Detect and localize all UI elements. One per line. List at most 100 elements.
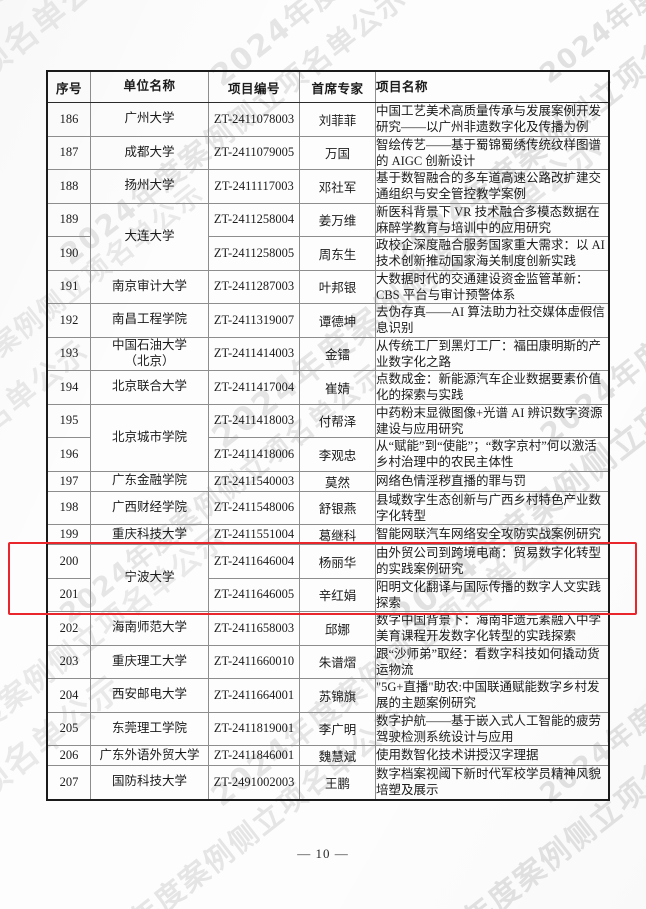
cell-unit-name: 国防科技大学 (90, 765, 209, 800)
table-row: 207 国防科技大学 ZT-2491002003 王鹏 数字档案视阈下新时代军校学员精神… (46, 765, 610, 800)
cell-project-title: 从传统工厂到黑灯工厂：福田康明斯的产业数字化之路 (375, 336, 610, 371)
cell-unit-name: 广州大学 (90, 102, 209, 137)
cell-sequence: 197 (46, 470, 91, 492)
cell-project-code: ZT-2411548006 (208, 490, 300, 525)
cell-project-title: 基于数智融合的多车道高速公路改扩建交通组织与安全管控教学案例 (375, 169, 610, 204)
cell-sequence: 199 (46, 524, 91, 545)
page-number: — 10 — (297, 846, 349, 861)
cell-project-code: ZT-2411551004 (208, 524, 300, 545)
cell-unit-name: 东莞理工学院 (90, 711, 209, 746)
cell-sequence: 194 (46, 370, 91, 405)
cell-unit-name: 北京联合大学 (90, 370, 209, 405)
table-row: 193 中国石油大学 （北京） ZT-2411414003 金镭 从传统工厂到黑灯工厂：福… (46, 336, 610, 371)
cell-unit-name: 重庆科技大学 (90, 524, 209, 545)
table-row: 195 北京城市学院 ZT-2411418003 付帮泽 中药粉末显微图像+光谱 AI … (46, 403, 610, 472)
cell-sequence: 198 (46, 490, 91, 525)
cell-project-title: 使用数智化技术讲授汉字理据 (375, 745, 610, 766)
cell-project-title: 智绘传艺——基于蜀锦蜀绣传统纹样图谱的 AIGC 创新设计 (375, 135, 610, 170)
cell-project-code: ZT-2411664001 (208, 678, 300, 713)
cell-unit-name: 海南师范大学 (90, 611, 209, 646)
cell-sequence: 189 (46, 202, 91, 237)
cell-sequence: 187 (46, 135, 91, 170)
cell-sequence: 191 (46, 269, 91, 304)
table-row: 189 大连大学 ZT-2411258004 姜万维 新医科背景下 VR 技术融合多模态… (46, 202, 610, 271)
cell-sequence: 188 (46, 169, 91, 204)
cell-project-title: 跟“沙师弟”取经：看数字科技如何撬动货运物流 (375, 644, 610, 679)
cell-chief-expert: 谭德坤 (299, 303, 376, 338)
cell-sequence: 196 (46, 437, 91, 472)
cell-project-code: ZT-2411258005 (208, 236, 300, 271)
table-row: 199 重庆科技大学 ZT-2411551004 葛继科 智能网联汽车网络安全攻防实战案… (46, 524, 610, 545)
cell-project-title: 去伪存真——AI 算法助力社交媒体虚假信息识别 (375, 303, 610, 338)
cell-project-code: ZT-2411418003 (208, 403, 300, 438)
table-row: 186 广州大学 ZT-2411078003 刘菲菲 中国工艺美术高质量传承与发展案例开… (46, 102, 610, 137)
column-header-title: 项目名称 (375, 70, 610, 103)
table-row: 190 ZT-2411258005 周东生 政校企深度融合服务国家重大需求：以 AI … (46, 236, 610, 271)
cell-unit-name: 大连大学 (90, 202, 209, 271)
cell-project-title: 新医科背景下 VR 技术融合多模态数据在麻醉学教育与培训中的应用研究 (375, 202, 610, 237)
cell-chief-expert: 崔婧 (299, 370, 376, 405)
cell-chief-expert: 王鹏 (299, 765, 376, 800)
cell-project-code: ZT-2411418006 (208, 437, 300, 472)
cell-chief-expert: 姜万维 (299, 202, 376, 237)
cell-project-title: 县域数字生态创新与广西乡村特色产业数字化转型 (375, 490, 610, 525)
cell-sequence: 186 (46, 102, 91, 137)
cell-project-code: ZT-2411658003 (208, 611, 300, 646)
table-header-row: 序号 单位名称 项目编号 首席专家 项目名称 (46, 70, 610, 103)
project-listing-table: 序号 单位名称 项目编号 首席专家 项目名称 186 广州大学 ZT-2411078… (46, 70, 610, 801)
cell-unit-name: 扬州大学 (90, 169, 209, 204)
table-row: 206 广东外语外贸大学 ZT-2411846001 魏慧斌 使用数智化技术讲授汉字理据 (46, 745, 610, 766)
cell-unit-name: 西安邮电大学 (90, 678, 209, 713)
cell-chief-expert: 舒银燕 (299, 490, 376, 525)
cell-unit-name: 宁波大学 (90, 544, 209, 612)
cell-sequence: 204 (46, 678, 91, 713)
table-row: 192 南昌工程学院 ZT-2411319007 谭德坤 去伪存真——AI 算法助力社交… (46, 303, 610, 338)
table-body: 186 广州大学 ZT-2411078003 刘菲菲 中国工艺美术高质量传承与发展案例开… (46, 102, 610, 800)
cell-project-title: 数字护航——基于嵌入式人工智能的疲劳驾驶检测系统设计与应用 (375, 711, 610, 746)
cell-sequence: 202 (46, 611, 91, 646)
table-row: 204 西安邮电大学 ZT-2411664001 苏锦旗 "5G+直播"助农:中国联通赋… (46, 678, 610, 713)
cell-chief-expert: 朱谱熠 (299, 644, 376, 679)
table-row: 203 重庆理工大学 ZT-2411660010 朱谱熠 跟“沙师弟”取经：看数字科技如… (46, 644, 610, 679)
column-header-code: 项目编号 (208, 70, 300, 103)
cell-project-code: ZT-2411258004 (208, 202, 300, 237)
cell-chief-expert: 刘菲菲 (299, 102, 376, 137)
cell-sequence: 205 (46, 711, 91, 746)
cell-unit-name: 广东金融学院 (90, 470, 209, 492)
cell-sequence: 190 (46, 236, 91, 271)
table-row: 200 宁波大学 ZT-2411646004 杨丽华 由外贸公司到跨境电商：贸易数字化转… (46, 544, 610, 612)
project-listing-table-container: 序号 单位名称 项目编号 首席专家 项目名称 186 广州大学 ZT-2411078… (46, 70, 610, 801)
cell-chief-expert: 邓社军 (299, 169, 376, 204)
table-row: 187 成都大学 ZT-2411079005 万国 智绘传艺——基于蜀锦蜀绣传统纹样图谱… (46, 135, 610, 170)
table-row: 196 ZT-2411418006 李观忠 从“赋能”到“使能”；“数字京村”何以激活… (46, 437, 610, 472)
cell-chief-expert: 邱娜 (299, 611, 376, 646)
cell-chief-expert: 魏慧斌 (299, 745, 376, 766)
cell-project-title: 点数成金：新能源汽车企业数据要素价值化的探索与实践 (375, 370, 610, 405)
table-row: 197 广东金融学院 ZT-2411540003 莫然 网络色情淫秽直播的罪与罚 (46, 470, 610, 492)
cell-sequence: 203 (46, 644, 91, 679)
cell-chief-expert: 莫然 (299, 470, 376, 492)
cell-sequence: 200 (46, 544, 91, 579)
cell-project-code: ZT-2491002003 (208, 765, 300, 800)
cell-chief-expert: 辛红娟 (299, 577, 376, 612)
cell-project-code: ZT-2411819001 (208, 711, 300, 746)
table-row: 194 北京联合大学 ZT-2411417004 崔婧 点数成金：新能源汽车企业数据要素… (46, 370, 610, 405)
cell-project-title: "5G+直播"助农:中国联通赋能数字乡村发展的主题案例研究 (375, 678, 610, 713)
cell-project-code: ZT-2411846001 (208, 745, 300, 766)
cell-project-code: ZT-2411319007 (208, 303, 300, 338)
cell-project-title: 数字中国背景下：海南非遗元素融入中学美育课程开发数字化转型的实践探索 (375, 611, 610, 646)
cell-unit-name: 北京城市学院 (90, 403, 209, 472)
cell-chief-expert: 李广明 (299, 711, 376, 746)
cell-project-code: ZT-2411540003 (208, 470, 300, 492)
cell-project-code: ZT-2411646005 (208, 577, 300, 612)
cell-sequence: 193 (46, 336, 91, 371)
cell-chief-expert: 苏锦旗 (299, 678, 376, 713)
cell-chief-expert: 周东生 (299, 236, 376, 271)
cell-project-title: 数字档案视阈下新时代军校学员精神风貌培塑及展示 (375, 765, 610, 800)
cell-project-title: 中药粉末显微图像+光谱 AI 辨识数字资源建设与应用研究 (375, 403, 610, 438)
cell-project-code: ZT-2411414003 (208, 336, 300, 371)
cell-project-title: 网络色情淫秽直播的罪与罚 (375, 470, 610, 492)
cell-project-title: 从“赋能”到“使能”；“数字京村”何以激活乡村治理中的农民主体性 (375, 437, 610, 472)
cell-unit-name: 重庆理工大学 (90, 644, 209, 679)
cell-chief-expert: 杨丽华 (299, 544, 376, 579)
